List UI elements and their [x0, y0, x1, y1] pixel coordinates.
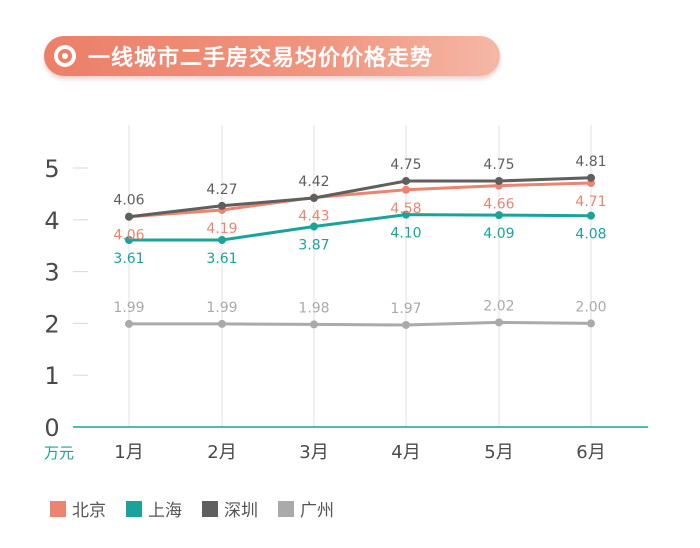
data-point-深圳 — [587, 173, 595, 182]
data-label-广州: 2.02 — [483, 298, 514, 314]
data-label-上海: 4.10 — [390, 226, 421, 242]
data-point-深圳 — [218, 201, 226, 210]
data-label-深圳: 4.42 — [298, 174, 329, 190]
data-point-广州 — [495, 318, 503, 327]
data-label-深圳: 4.75 — [390, 157, 421, 173]
data-label-广州: 1.99 — [113, 300, 144, 316]
target-icon — [54, 45, 76, 67]
legend-swatch — [50, 500, 66, 517]
data-point-广州 — [402, 320, 410, 329]
data-point-广州 — [125, 319, 133, 328]
data-point-上海 — [587, 211, 595, 220]
title-banner: 一线城市二手房交易均价价格走势 — [44, 36, 500, 76]
legend-swatch — [202, 500, 218, 517]
data-point-上海 — [495, 211, 503, 220]
series-line-上海 — [127, 213, 593, 242]
chart-title: 一线城市二手房交易均价价格走势 — [88, 46, 434, 71]
data-label-北京: 4.66 — [483, 197, 514, 213]
data-point-广州 — [218, 319, 226, 328]
y-tick-label: 2 — [44, 310, 59, 338]
data-point-上海 — [218, 236, 226, 245]
x-tick-label: 5月 — [484, 442, 513, 463]
data-point-上海 — [402, 210, 410, 219]
data-label-上海: 3.61 — [206, 251, 237, 267]
legend-item: 上海 — [126, 496, 182, 521]
legend-label: 广州 — [300, 501, 334, 521]
data-label-广州: 2.00 — [575, 299, 606, 315]
legend-item: 深圳 — [202, 496, 258, 521]
legend-swatch — [278, 500, 294, 517]
series-line-广州 — [127, 320, 593, 327]
series-line-深圳 — [127, 176, 593, 219]
data-point-北京 — [402, 185, 410, 194]
legend-label: 上海 — [148, 501, 182, 521]
data-label-北京: 4.06 — [113, 228, 144, 244]
legend: 北京 上海 深圳 广州 — [50, 496, 354, 521]
data-label-深圳: 4.06 — [113, 193, 144, 209]
data-point-上海 — [310, 222, 318, 231]
series-line-北京 — [127, 181, 593, 219]
y-tick-label: 4 — [44, 207, 59, 235]
legend-label: 北京 — [72, 501, 106, 521]
x-tick-label: 2月 — [207, 442, 236, 463]
data-label-上海: 4.09 — [483, 226, 514, 242]
data-point-深圳 — [310, 194, 318, 203]
data-label-上海: 3.87 — [298, 238, 329, 254]
legend-item: 北京 — [50, 496, 106, 521]
legend-item: 广州 — [278, 496, 334, 521]
y-tick-label: 5 — [44, 155, 59, 183]
x-tick-label: 4月 — [391, 442, 420, 463]
x-tick-label: 6月 — [576, 442, 605, 463]
data-label-北京: 4.43 — [298, 209, 329, 225]
data-label-上海: 4.08 — [575, 227, 606, 243]
y-axis-unit-label: 万元 — [44, 444, 74, 462]
data-label-北京: 4.71 — [575, 194, 606, 210]
data-label-北京: 4.19 — [206, 221, 237, 237]
y-tick-label: 3 — [44, 259, 59, 287]
data-label-广州: 1.99 — [206, 300, 237, 316]
data-point-广州 — [587, 319, 595, 328]
data-label-广州: 1.97 — [390, 301, 421, 317]
data-label-北京: 4.58 — [390, 201, 421, 217]
data-point-上海 — [125, 236, 133, 245]
y-tick-label: 0 — [44, 414, 59, 442]
data-point-广州 — [310, 320, 318, 329]
data-label-深圳: 4.27 — [206, 182, 237, 198]
data-label-深圳: 4.75 — [483, 157, 514, 173]
data-label-深圳: 4.81 — [575, 154, 606, 170]
data-point-深圳 — [402, 176, 410, 185]
legend-swatch — [126, 500, 142, 517]
data-point-深圳 — [495, 176, 503, 185]
data-point-深圳 — [125, 212, 133, 221]
data-label-广州: 1.98 — [298, 300, 329, 316]
x-tick-label: 3月 — [299, 442, 328, 463]
y-tick-label: 1 — [44, 362, 59, 390]
legend-label: 深圳 — [224, 501, 258, 521]
data-label-上海: 3.61 — [113, 251, 144, 267]
x-tick-label: 1月 — [114, 442, 143, 463]
